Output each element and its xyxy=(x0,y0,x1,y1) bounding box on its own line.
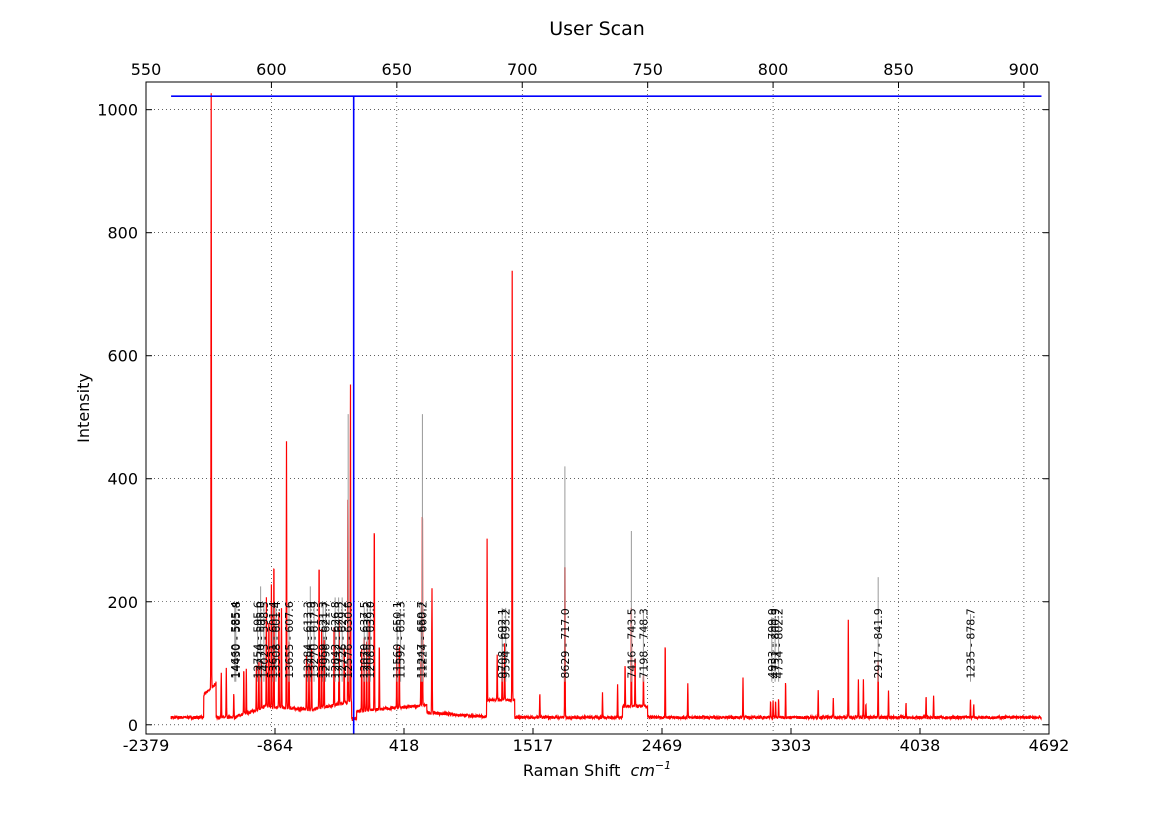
x-axis-label-unit: cm xyxy=(631,761,655,780)
peak-label: 12576 - 630.6 xyxy=(342,601,355,678)
top-tick-label: 900 xyxy=(1009,60,1040,79)
peak-label: 13631 - 601.4 xyxy=(267,601,280,678)
peak-label: 13059 - 621.3 xyxy=(317,601,330,678)
x-axis-label-exponent: −1 xyxy=(655,759,671,772)
bottom-tick-label: -2379 xyxy=(123,736,170,755)
chart-title: User Scan xyxy=(549,18,645,40)
peak-label: 13284 - 613.3 xyxy=(302,601,315,678)
peak-label: 14660 - 585.4 xyxy=(229,601,242,678)
top-tick-label: 700 xyxy=(507,60,538,79)
peak-label: 12726 - 629.2 xyxy=(336,601,349,678)
bottom-tick-label: -864 xyxy=(257,736,293,755)
y-tick-label: 1000 xyxy=(97,101,138,120)
peak-label: 7416 - 743.5 xyxy=(625,608,638,678)
bottom-tick-label: 418 xyxy=(389,736,420,755)
y-tick-label: 0 xyxy=(128,716,138,735)
bottom-tick-label: 4038 xyxy=(900,736,941,755)
peak-label: 9594 - 693.2 xyxy=(500,608,513,678)
peak-label: 13655 - 607.6 xyxy=(283,601,296,678)
bottom-tick-label: 4692 xyxy=(1029,736,1070,755)
y-tick-label: 800 xyxy=(107,224,138,243)
top-tick-label: 800 xyxy=(758,60,789,79)
peak-label: 13508 - 601.4 xyxy=(270,601,283,678)
top-tick-label: 650 xyxy=(382,60,413,79)
spectrum-line xyxy=(170,93,1042,723)
peak-label: 7198 - 748.3 xyxy=(637,608,650,678)
bottom-tick-label: 3303 xyxy=(771,736,812,755)
peak-label: 12996 - 621.7 xyxy=(320,601,333,678)
peak-label: 11224 - 660.2 xyxy=(416,601,429,678)
axis-ticks: 0 200 400 600 800 1000 550 600 650 700 750 800 850 90… xyxy=(97,60,1069,755)
peak-label: 11247 - 659.7 xyxy=(415,601,428,678)
peak-label: 14023 - 598.5 xyxy=(258,601,271,678)
y-tick-label: 200 xyxy=(107,593,138,612)
peak-label: 12025 - 638.2 xyxy=(361,601,374,678)
spectrum-series xyxy=(170,93,1042,723)
peak-label: 11592 - 651.3 xyxy=(395,601,408,678)
y-tick-label: 600 xyxy=(107,347,138,366)
top-tick-label: 550 xyxy=(131,60,162,79)
x-axis-label-text: Raman Shift xyxy=(523,761,621,780)
peak-label: 4734 - 802.2 xyxy=(773,608,786,678)
top-tick-label: 750 xyxy=(632,60,663,79)
bottom-tick-label: 1517 xyxy=(513,736,554,755)
y-axis-label: Intensity xyxy=(74,373,93,443)
peak-label: 13270 - 617.9 xyxy=(308,601,321,678)
laser-marker xyxy=(171,95,1042,734)
peak-label: 12085 - 639.0 xyxy=(364,601,377,678)
peak-label: 1235 - 878.7 xyxy=(964,608,977,678)
peak-label: 8629 - 717.0 xyxy=(559,608,572,678)
y-tick-label: 400 xyxy=(107,470,138,489)
peak-label: 12070 - 637.5 xyxy=(358,601,371,678)
peak-label: 14430 - 585.8 xyxy=(230,601,243,678)
bottom-tick-label: 2469 xyxy=(642,736,683,755)
plot-frame xyxy=(145,81,1050,735)
peak-label: 2917 - 841.9 xyxy=(872,608,885,678)
x-axis-label: Raman Shift cm−1 xyxy=(523,759,671,780)
top-tick-label: 850 xyxy=(883,60,914,79)
top-tick-label: 600 xyxy=(256,60,287,79)
peak-label: 12754 - 595.6 xyxy=(252,601,265,678)
